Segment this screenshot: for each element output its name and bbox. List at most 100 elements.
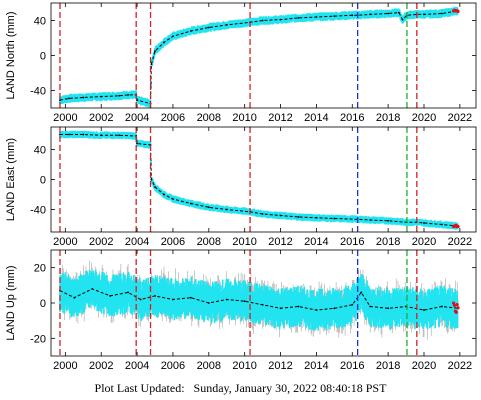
recent-point [453,309,457,313]
x-tick-label: 2020 [412,360,436,372]
y-axis-label: LAND North (mm) [5,11,17,99]
x-tick-label: 2018 [376,112,400,124]
x-tick-label: 2002 [89,360,113,372]
x-tick-label: 2022 [448,236,472,248]
data-point [225,208,228,211]
data-point [100,95,103,98]
footer-label: Plot Last Updated: [94,381,185,395]
y-tick-label: -20 [30,333,46,345]
data-point [172,198,174,200]
data-point [423,222,425,224]
data-point [100,134,103,137]
data-point [154,50,156,53]
data-point [315,16,318,18]
data-point [279,18,282,21]
data-point [59,99,61,102]
data-point [118,94,121,97]
up-panel: 2000 2002 2004 2006 2008 2010 2012 2014 2016 2018… [5,249,477,372]
recent-point [451,301,456,305]
data-point [136,142,138,145]
plot-area [59,6,460,108]
data-point [154,186,156,188]
x-tick-label: 2012 [268,236,292,248]
recent-point [456,306,460,310]
data-point [423,13,425,16]
data-point [73,296,76,299]
data-point [127,291,130,294]
data-point [369,13,372,16]
y-tick-label: 40 [34,145,46,157]
data-point [261,19,264,22]
data-point [351,303,354,306]
data-point [118,134,121,137]
data-point [207,206,210,209]
data-point [139,298,142,301]
x-tick-label: 2018 [376,360,400,372]
data-point [401,18,404,21]
x-tick-label: 2008 [197,360,221,372]
x-tick-label: 2004 [125,236,149,248]
data-point [150,63,153,66]
data-point [315,216,318,219]
data-point [189,30,192,32]
data-point [333,15,336,18]
data-point [207,302,210,304]
data-point [150,178,153,181]
data-point [279,307,282,310]
data-point [333,307,336,310]
data-point [360,291,363,294]
y-tick-label: -40 [30,86,46,98]
x-tick-label: 2000 [53,112,77,124]
recent-point [451,9,456,13]
x-tick-label: 2004 [125,112,149,124]
data-point [297,16,300,19]
footer-date: Sunday, January 30, 2022 08:40:18 PST [193,381,387,395]
y-axis-label: LAND East (mm) [5,138,17,221]
x-tick-label: 2016 [340,112,364,124]
x-tick-label: 2006 [161,112,185,124]
x-tick-label: 2022 [448,360,472,372]
x-tick-label: 2010 [232,236,256,248]
observation-band [59,6,459,108]
x-tick-label: 2020 [412,112,436,124]
data-point [369,305,372,308]
recent-point [451,224,456,229]
data-point [315,309,318,311]
data-point [68,97,70,100]
x-tick-label: 2000 [53,360,77,372]
data-point [297,216,300,218]
plot-area [59,260,460,340]
y-tick-label: 0 [40,298,46,310]
x-tick-label: 2014 [304,236,328,248]
x-tick-label: 2006 [161,360,185,372]
data-point [423,309,425,311]
x-tick-label: 2002 [89,236,113,248]
observation-band [59,130,459,230]
data-point [59,133,61,136]
data-point [243,300,246,303]
data-point [189,296,192,299]
y-tick-label: 40 [34,16,46,28]
data-point [225,298,228,301]
data-point [261,213,264,215]
data-point [68,133,70,136]
x-tick-label: 2004 [125,360,149,372]
data-point [172,35,174,38]
data-point [387,307,390,310]
plot-area [59,130,460,230]
plot-updated-footer: Plot Last Updated: Sunday, January 30, 2… [0,381,481,396]
y-tick-label: 0 [40,175,46,187]
data-point [91,287,94,290]
data-point [163,193,165,196]
recent-point [455,302,459,307]
x-tick-label: 2014 [304,360,328,372]
data-point [82,96,85,99]
data-point [172,298,174,301]
data-point [82,133,85,136]
x-tick-label: 2018 [376,236,400,248]
x-tick-label: 2012 [268,360,292,372]
data-point [387,12,390,15]
data-point [441,12,443,15]
data-point [297,305,300,308]
